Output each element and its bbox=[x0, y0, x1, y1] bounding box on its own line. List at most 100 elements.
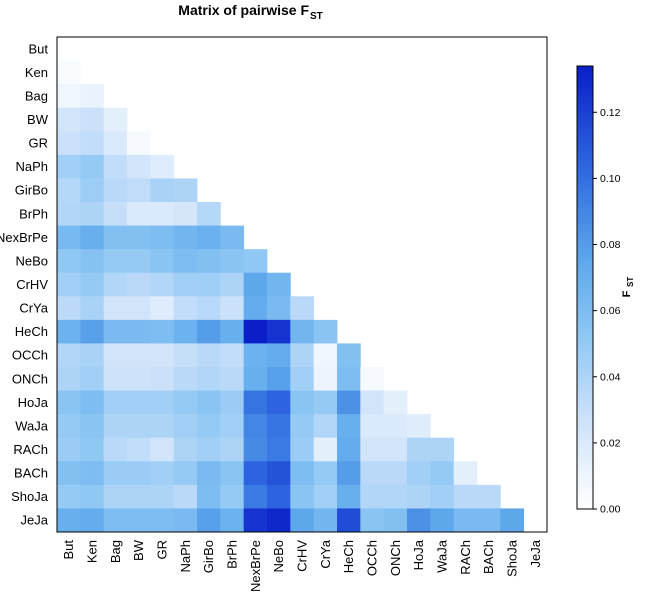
heatmap-cell-JeJa-Ken bbox=[80, 508, 105, 533]
heatmap-cell-NeBo-NexBrPe bbox=[243, 249, 268, 274]
column-label-CrYa: CrYa bbox=[318, 539, 333, 568]
heatmap-cell-ONCh-BW bbox=[127, 367, 151, 391]
colorbar-segment bbox=[577, 95, 593, 100]
row-label-JeJa: JeJa bbox=[21, 513, 49, 528]
heatmap-cell-ShoJa-OCCh bbox=[360, 484, 385, 509]
heatmap-cell-BACh-NexBrPe bbox=[243, 461, 268, 486]
row-label-BW: BW bbox=[27, 112, 49, 127]
heatmap-cell-BACh-HeCh bbox=[337, 461, 361, 486]
heatmap-cell-JeJa-ShoJa bbox=[500, 508, 525, 533]
heatmap-cell-HoJa-But bbox=[57, 390, 81, 415]
colorbar-segment bbox=[577, 88, 593, 93]
heatmap-cell-JeJa-Bag bbox=[103, 508, 128, 533]
colorbar-segment bbox=[577, 184, 593, 189]
heatmap-cell-ONCh-OCCh bbox=[360, 367, 385, 391]
heatmap-cell-HoJa-NeBo bbox=[267, 390, 291, 415]
heatmap-cell-OCCh-BrPh bbox=[220, 343, 245, 368]
colorbar-segment bbox=[577, 246, 593, 252]
heatmap-cell-RACh-ONCh bbox=[383, 437, 408, 462]
colorbar-segment bbox=[577, 361, 593, 366]
heatmap-cell-NeBo-BW bbox=[127, 249, 151, 274]
heatmap-cell-NeBo-But bbox=[57, 249, 81, 274]
colorbar-segment bbox=[577, 257, 593, 263]
colorbar-segment bbox=[577, 501, 593, 506]
heatmap-cell-ONCh-BrPh bbox=[220, 367, 245, 391]
heatmap-cell-NeBo-GR bbox=[150, 249, 175, 274]
colorbar-segment bbox=[577, 239, 593, 244]
colorbar-segment bbox=[577, 453, 593, 458]
heatmap-cell-CrYa-GirBo bbox=[197, 296, 221, 321]
heatmap-cell-RACh-NexBrPe bbox=[243, 437, 268, 462]
heatmap-cell-JeJa-BACh bbox=[477, 508, 501, 533]
heatmap-cell-NaPh-Bag bbox=[103, 154, 128, 179]
column-labels: But Ken Bag BW GR NaPh GirBo BrPh NexBrPe NeBo CrH… bbox=[61, 539, 543, 592]
colorbar-segment bbox=[577, 209, 593, 215]
heatmap-cell-CrYa-But bbox=[57, 296, 81, 321]
heatmap-cell-HeCh-But bbox=[57, 319, 81, 344]
colorbar-segment bbox=[577, 468, 593, 473]
heatmap-cell-HoJa-CrHV bbox=[290, 390, 315, 415]
heatmap-cell-NexBrPe-GR bbox=[150, 225, 175, 250]
colorbar-segment bbox=[577, 77, 593, 82]
colorbar-segment bbox=[577, 449, 593, 455]
row-label-RACh: RACh bbox=[13, 442, 48, 457]
heatmap-cell-NeBo-Bag bbox=[103, 249, 128, 274]
heatmap-cell-NaPh-But bbox=[57, 154, 81, 179]
heatmap-cell-ShoJa-GirBo bbox=[197, 484, 221, 509]
heatmap-cell-BrPh-NaPh bbox=[173, 202, 198, 226]
heatmap-cell-ShoJa-Bag bbox=[103, 484, 128, 509]
colorbar-segment bbox=[577, 331, 593, 336]
heatmap-cell-HoJa-GirBo bbox=[197, 390, 221, 415]
heatmap-cell-BrPh-But bbox=[57, 202, 81, 226]
heatmap-cell-ONCh-Ken bbox=[80, 367, 105, 391]
heatmap-cell-ShoJa-CrYa bbox=[313, 484, 338, 509]
heatmap-cell-ShoJa-RACh bbox=[453, 484, 478, 509]
heatmap-cell-BrPh-GR bbox=[150, 202, 175, 226]
column-label-HeCh: HeCh bbox=[341, 540, 356, 573]
heatmap-cell-BACh-CrYa bbox=[313, 461, 338, 486]
heatmap-cell-RACh-BrPh bbox=[220, 437, 245, 462]
colorbar-segment bbox=[577, 91, 593, 97]
heatmap-cell-OCCh-GirBo bbox=[197, 343, 221, 368]
heatmap-cell-GR-Bag bbox=[103, 131, 128, 156]
heatmap-cell-HoJa-CrYa bbox=[313, 390, 338, 415]
colorbar-segment bbox=[577, 113, 593, 119]
heatmap-cell-RACh-OCCh bbox=[360, 437, 385, 462]
colorbar-segment bbox=[577, 224, 593, 229]
heatmap-cell-ShoJa-WaJa bbox=[430, 484, 455, 509]
colorbar-segment bbox=[577, 483, 593, 488]
heatmap-cell-RACh-CrHV bbox=[290, 437, 315, 462]
heatmap-cell-CrYa-Bag bbox=[103, 296, 128, 321]
colorbar-segment bbox=[577, 497, 593, 503]
colorbar-segment bbox=[577, 128, 593, 133]
colorbar-segment bbox=[577, 435, 593, 440]
colorbar-segment bbox=[577, 169, 593, 174]
heatmap-cell-HoJa-OCCh bbox=[360, 390, 385, 415]
heatmap-cell-BACh-NaPh bbox=[173, 461, 198, 486]
heatmap-cell-GR-But bbox=[57, 131, 81, 156]
chart-title: Matrix of pairwise F bbox=[178, 2, 309, 18]
colorbar-segment bbox=[577, 372, 593, 377]
heatmap-cell-RACh-GR bbox=[150, 437, 175, 462]
colorbar-segment bbox=[577, 313, 593, 318]
heatmap-cell-CrHV-Bag bbox=[103, 272, 128, 297]
heatmap-cell-ONCh-But bbox=[57, 367, 81, 391]
heatmap-cell-BW-But bbox=[57, 107, 81, 132]
column-label-But: But bbox=[61, 540, 76, 560]
colorbar-segment bbox=[577, 376, 593, 381]
row-label-Bag: Bag bbox=[25, 88, 48, 103]
colorbar-segment bbox=[577, 143, 593, 148]
heatmap-cell-JeJa-BrPh bbox=[220, 508, 245, 533]
colorbar-segment bbox=[577, 438, 593, 444]
colorbar-tick-label-0.04: 0.04 bbox=[600, 371, 621, 383]
heatmap-cell-NaPh-Ken bbox=[80, 154, 105, 179]
row-label-CrHV: CrHV bbox=[16, 277, 48, 292]
colorbar-segment bbox=[577, 401, 593, 407]
colorbar-segment bbox=[577, 139, 593, 145]
heatmap-cell-RACh-BW bbox=[127, 437, 151, 462]
row-label-OCCh: OCCh bbox=[12, 348, 48, 363]
legend-label: F bbox=[621, 290, 633, 297]
colorbar-segment bbox=[577, 490, 593, 495]
heatmap-cell-BACh-RACh bbox=[453, 461, 478, 486]
heatmap-cell-RACh-CrYa bbox=[313, 437, 338, 462]
